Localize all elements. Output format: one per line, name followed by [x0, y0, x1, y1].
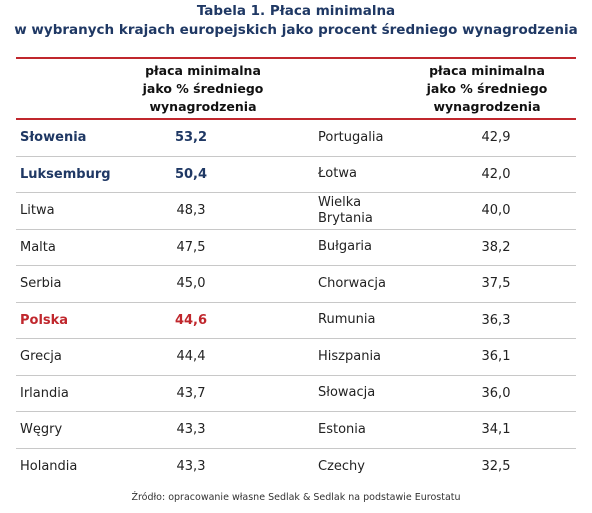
header-right-line: wynagrodzenia [433, 99, 541, 114]
country-right: Słowacja [318, 385, 376, 401]
country-right: Rumunia [318, 312, 376, 328]
country-left: Słowenia [20, 130, 87, 146]
value-right: 36,0 [481, 385, 511, 401]
table-title: Tabela 1. Płaca minimalna w wybranych kr… [0, 2, 592, 40]
country-right: Hiszpania [318, 348, 382, 364]
country-right: Chorwacja [318, 275, 386, 291]
value-left: 44,4 [176, 349, 206, 365]
header-left-line: wynagrodzenia [149, 99, 257, 114]
country-left: Polska [20, 312, 69, 328]
country-right: Łotwa [318, 166, 357, 182]
value-left: 47,5 [176, 239, 206, 255]
table-row: Luksemburg 50,4 Łotwa 42,0 [16, 157, 576, 193]
value-right: 36,3 [481, 312, 511, 328]
country-left: Litwa [20, 203, 55, 219]
country-left: Malta [20, 239, 56, 255]
title-line-2: w wybranych krajach europejskich jako pr… [14, 22, 578, 38]
value-right: 42,9 [481, 130, 511, 146]
value-left: 43,3 [176, 422, 206, 438]
header-left-line: jako % średniego [142, 81, 264, 96]
table-row: Grecja 44,4 Hiszpania 36,1 [16, 339, 576, 376]
value-right: 36,1 [481, 349, 511, 365]
table-row: Węgry 43,3 Estonia 34,1 [16, 412, 576, 449]
country-left: Irlandia [20, 385, 69, 401]
value-left: 53,2 [174, 130, 208, 146]
country-left: Holandia [20, 459, 78, 475]
value-right: 32,5 [481, 459, 511, 475]
country-left: Luksemburg [20, 166, 111, 182]
table-body: Słowenia 53,2 Portugalia 42,9 Luksemburg 50,4… [16, 120, 576, 485]
table-row: Holandia 43,3 Czechy 32,5 [16, 449, 576, 486]
country-left: Węgry [20, 422, 63, 438]
value-right: 37,5 [481, 276, 511, 292]
source-note: Źródło: opracowanie własne Sedlak & Sedl… [131, 492, 461, 503]
country-right: Bułgaria [318, 239, 372, 255]
value-left: 48,3 [176, 203, 206, 219]
value-left: 45,0 [176, 276, 206, 292]
table-row: Serbia 45,0 Chorwacja 37,5 [16, 266, 576, 303]
value-right: 40,0 [481, 203, 511, 219]
value-right: 34,1 [481, 422, 511, 438]
value-left: 50,4 [174, 166, 208, 182]
top-rule [16, 57, 576, 59]
table-row: Malta 47,5 Bułgaria 38,2 [16, 230, 576, 266]
country-right: Estonia [318, 421, 366, 437]
value-left: 43,7 [176, 385, 206, 401]
value-right: 38,2 [481, 239, 511, 255]
table-row: Irlandia 43,7 Słowacja 36,0 [16, 376, 576, 412]
table-row: Słowenia 53,2 Portugalia 42,9 [16, 120, 576, 157]
header-right-line: jako % średniego [426, 81, 548, 96]
country-left: Grecja [20, 349, 62, 365]
header-right: płaca minimalna jako % średniego wynagro… [402, 62, 572, 116]
value-left: 44,6 [174, 312, 208, 328]
country-left: Serbia [20, 276, 62, 292]
header-rule [16, 118, 576, 120]
value-left: 43,3 [176, 459, 206, 475]
header-left: płaca minimalna jako % średniego wynagro… [118, 62, 288, 116]
header-left-line: płaca minimalna [145, 63, 261, 78]
country-right: Wielka Brytania [318, 194, 373, 226]
table-row: Polska 44,6 Rumunia 36,3 [16, 303, 576, 339]
header-right-line: płaca minimalna [429, 63, 545, 78]
country-right: Portugalia [318, 129, 384, 145]
country-right: Czechy [318, 458, 365, 474]
title-line-1: Tabela 1. Płaca minimalna [196, 3, 396, 19]
table-row: Litwa 48,3 Wielka Brytania 40,0 [16, 193, 576, 230]
value-right: 42,0 [481, 166, 511, 182]
